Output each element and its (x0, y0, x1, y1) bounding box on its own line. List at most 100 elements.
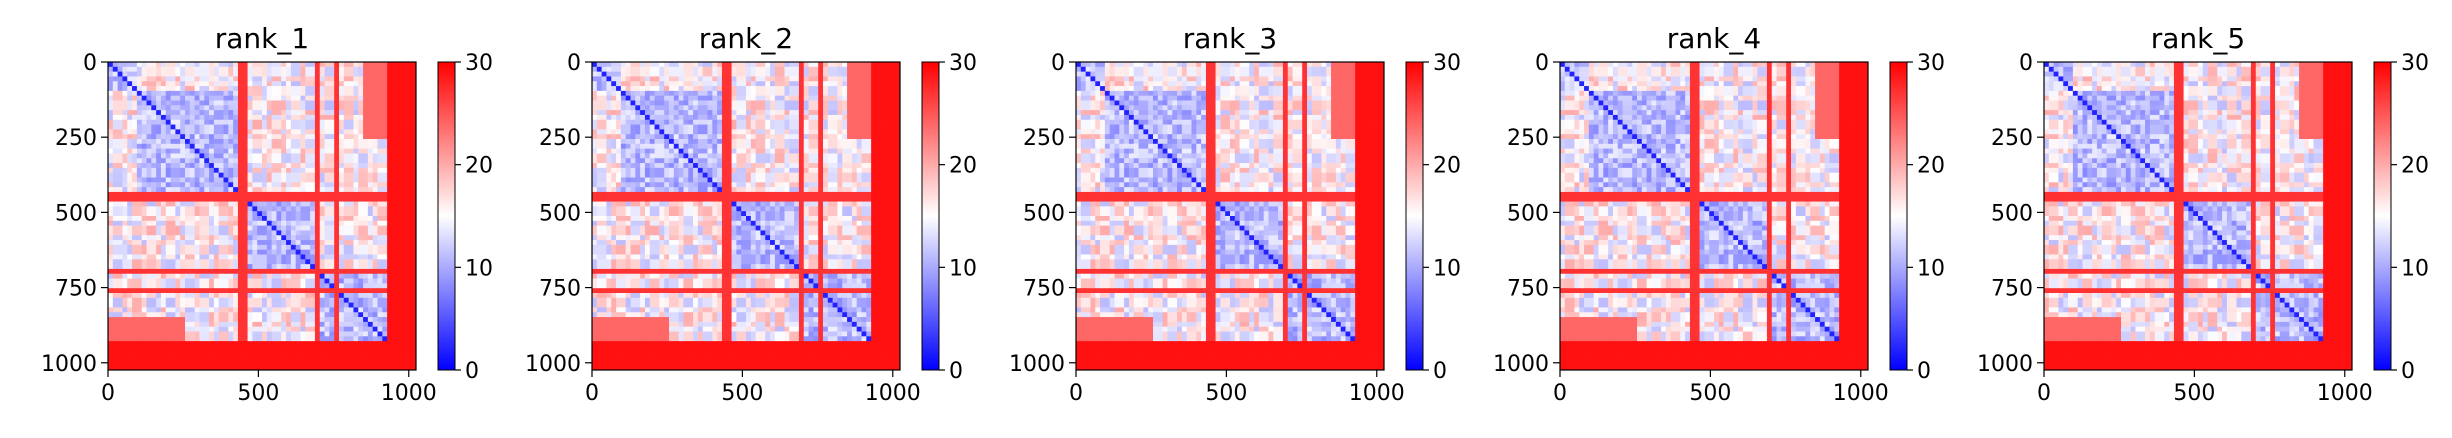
heatmap-cell (151, 119, 157, 125)
heatmap-cell (411, 230, 417, 236)
heatmap-cell (213, 187, 220, 193)
heatmap-cell (257, 191, 263, 198)
heatmap-cell (358, 360, 364, 366)
heatmap-cell (669, 71, 675, 77)
heatmap-cell (377, 158, 383, 164)
heatmap-cell (189, 230, 196, 236)
heatmap-cell (223, 254, 229, 260)
heatmap-cell (348, 153, 354, 159)
heatmap-cell (175, 143, 181, 150)
heatmap-cell (823, 114, 829, 121)
heatmap-cell (185, 100, 191, 106)
heatmap-cell (372, 71, 378, 77)
heatmap-cell (741, 62, 747, 68)
heatmap-cell (382, 191, 388, 198)
heatmap-cell (127, 139, 133, 145)
heatmap-cell (387, 336, 393, 342)
heatmap-cell (170, 95, 176, 101)
heatmap-cell (141, 182, 147, 188)
heatmap-cell (377, 153, 383, 159)
heatmap-cell (377, 273, 383, 279)
heatmap-cell (649, 105, 655, 111)
heatmap-cell (213, 201, 220, 207)
heatmap-cell (262, 365, 268, 371)
heatmap-cell (247, 216, 253, 222)
heatmap-cell (223, 278, 229, 284)
heatmap-cell (242, 76, 248, 82)
heatmap-cell (175, 355, 181, 361)
heatmap-cell (286, 341, 292, 347)
heatmap-cell (136, 302, 143, 308)
heatmap-cell (228, 302, 234, 308)
heatmap-cell (127, 312, 133, 318)
heatmap-cell (213, 307, 220, 313)
heatmap-cell (122, 264, 128, 270)
heatmap-cell (635, 66, 641, 73)
heatmap-cell (726, 86, 732, 92)
heatmap-cell (391, 163, 398, 169)
heatmap-cell (372, 119, 378, 125)
heatmap-cell (146, 143, 152, 150)
heatmap-cell (156, 216, 162, 222)
heatmap-cell (372, 114, 378, 121)
heatmap-cell (367, 307, 374, 313)
heatmap-cell (746, 105, 752, 111)
heatmap-cell (204, 191, 210, 198)
heatmap-cell (233, 187, 239, 193)
heatmap-cell (122, 105, 128, 111)
heatmap-cell (136, 86, 143, 92)
heatmap-cell (237, 206, 244, 212)
heatmap-cell (290, 110, 297, 116)
heatmap-cell (141, 76, 147, 82)
heatmap-cell (223, 297, 229, 304)
heatmap-cell (108, 288, 114, 294)
heatmap-cell (664, 71, 670, 77)
heatmap-cell (856, 90, 862, 97)
heatmap-cell (204, 158, 210, 164)
heatmap-cell (290, 244, 297, 251)
heatmap-cell (141, 206, 147, 212)
heatmap-cell (151, 76, 157, 82)
heatmap-cell (353, 350, 359, 356)
heatmap-cell (180, 307, 186, 313)
heatmap-cell (262, 336, 268, 342)
heatmap-cell (108, 321, 114, 328)
heatmap-cell (305, 196, 311, 202)
heatmap-cell (290, 191, 297, 198)
heatmap-cell (295, 158, 301, 164)
heatmap-cell (592, 95, 598, 101)
heatmap-cell (592, 62, 598, 68)
heatmap-cell (117, 345, 123, 352)
heatmap-cell (189, 331, 196, 337)
heatmap-cell (199, 254, 205, 260)
heatmap-cell (286, 273, 292, 279)
heatmap-cell (132, 153, 138, 159)
heatmap-cell (189, 191, 196, 198)
heatmap-cell (363, 278, 369, 284)
heatmap-cell (257, 312, 263, 318)
heatmap-cell (314, 124, 321, 130)
heatmap-cell (132, 139, 138, 145)
heatmap-cell (194, 211, 200, 217)
heatmap-cell (170, 172, 176, 178)
heatmap-cell (160, 143, 167, 150)
heatmap-cell (823, 119, 829, 125)
heatmap-cell (314, 191, 321, 198)
heatmap-cell (300, 230, 306, 236)
heatmap-cell (194, 129, 200, 135)
heatmap-cell (170, 254, 176, 260)
heatmap-cell (262, 350, 268, 356)
heatmap-cell (127, 187, 133, 193)
heatmap-cell (146, 225, 152, 231)
heatmap-cell (305, 66, 311, 73)
heatmap-cell (295, 244, 301, 251)
heatmap-cell (367, 293, 374, 299)
heatmap-cell (165, 355, 171, 361)
heatmap-cell (247, 278, 253, 284)
heatmap-cell (117, 81, 123, 87)
heatmap-cell (755, 100, 761, 106)
heatmap-cell (189, 244, 196, 251)
heatmap-cell (262, 278, 268, 284)
heatmap-cell (286, 268, 292, 275)
heatmap-cell (194, 105, 200, 111)
